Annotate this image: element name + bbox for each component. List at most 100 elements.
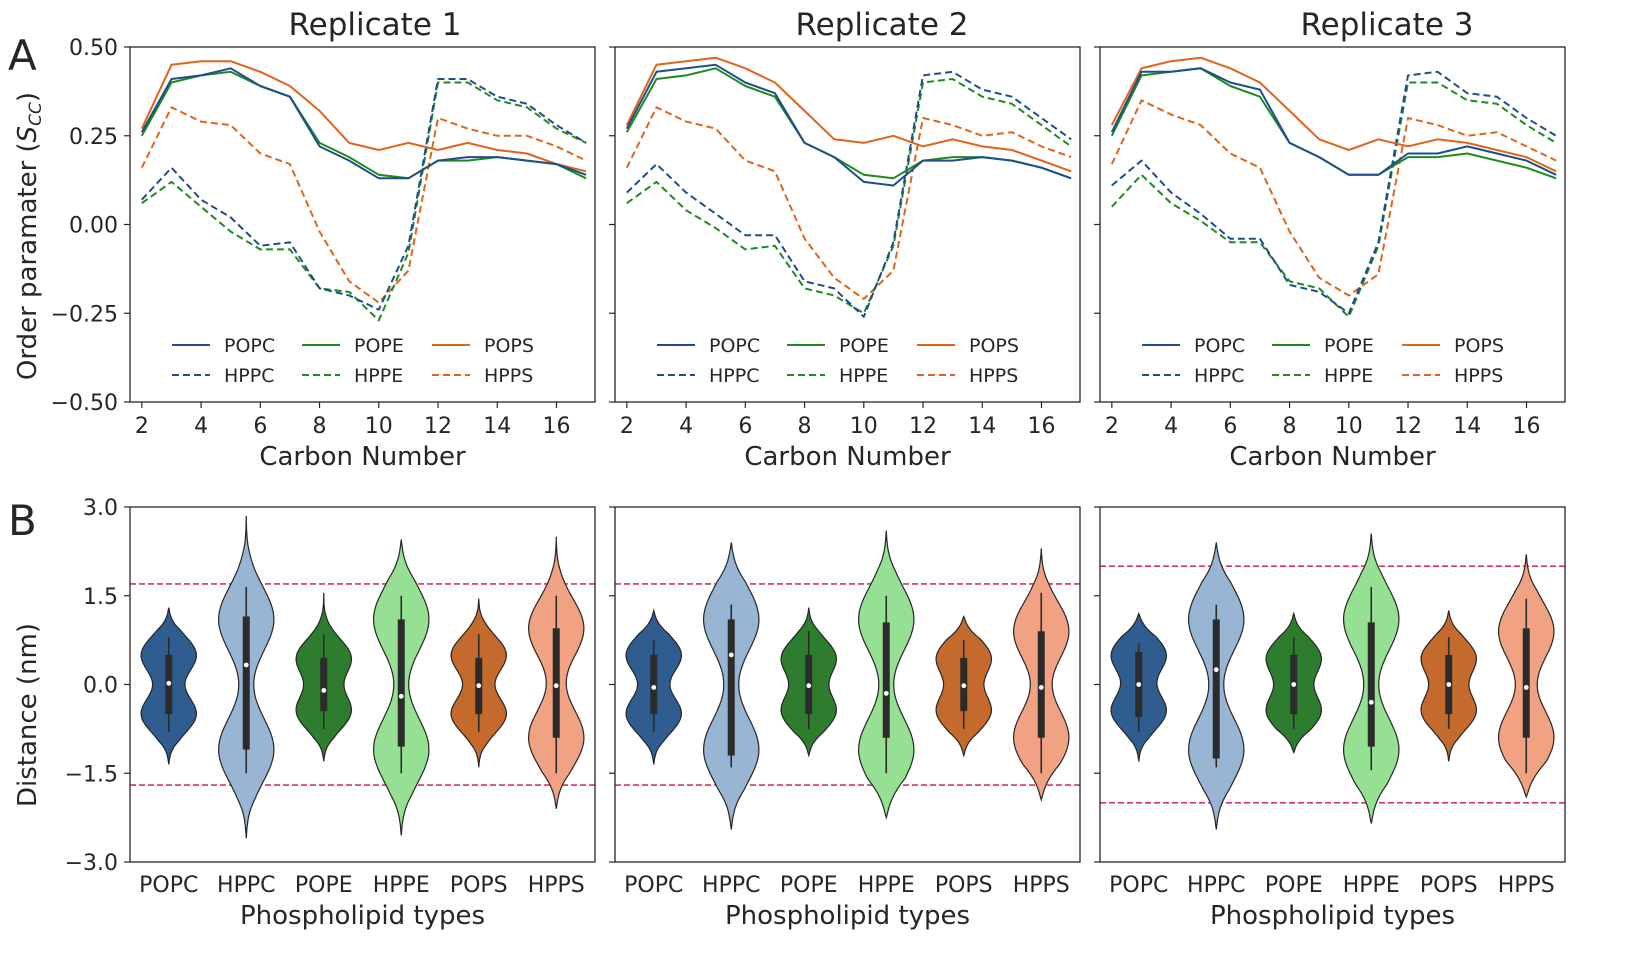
median-dot-b1-pope (321, 688, 327, 693)
xtick-label-b1-1: HPPC (217, 873, 275, 898)
series-a2-hppc (626, 70, 1072, 318)
iqr-box-b1-hpps (552, 628, 560, 738)
xtick-label-a3-4: 10 (1335, 414, 1363, 439)
legend-label-a1-pops: POPS (484, 335, 534, 357)
legend-label-a3-pope: POPE (1324, 335, 1374, 357)
series-a1-hppe (141, 81, 587, 322)
xtick-label-a1-1: 4 (194, 414, 208, 439)
median-dot-b2-hppc (728, 652, 734, 658)
xtick-label-a2-0: 2 (620, 414, 634, 439)
xtick-label-a2-2: 6 (738, 414, 752, 439)
xtick-label-a2-3: 8 (798, 414, 812, 439)
series-a2-popc (625, 63, 1072, 187)
median-dot-b3-hpps (1523, 685, 1529, 690)
legend-label-a1-hppc: HPPC (224, 365, 274, 387)
series-a2-pops (625, 56, 1072, 173)
xtick-label-a3-6: 14 (1453, 414, 1481, 439)
xlabel-b1: Phospholipid types (240, 901, 485, 931)
legend-label-a1-hppe: HPPE (354, 365, 403, 387)
title-replicate-1: Replicate 1 (289, 7, 462, 43)
ytick-label-b1-1: 1.5 (83, 585, 118, 610)
median-dot-b2-hppe (883, 690, 889, 696)
series-a3-popc (1110, 67, 1557, 176)
legend-label-a2-popc: POPC (709, 335, 760, 357)
xtick-label-b2-1: HPPC (702, 873, 760, 898)
median-dot-b3-hppc (1213, 667, 1219, 673)
xtick-label-b3-3: HPPE (1343, 873, 1400, 898)
iqr-box-b3-hppc (1212, 619, 1220, 759)
legend-label-a3-popc: POPC (1194, 335, 1245, 357)
xtick-label-b1-5: HPPS (528, 873, 585, 898)
ytick-label-a1-1: 0.25 (69, 125, 118, 150)
iqr-box-b2-hppc (727, 619, 735, 756)
median-dot-b3-hppe (1368, 699, 1374, 705)
legend-label-a2-hppe: HPPE (839, 365, 888, 387)
iqr-box-b2-hppe (882, 622, 890, 738)
iqr-box-b2-hpps (1037, 631, 1045, 738)
xtick-label-a2-1: 4 (679, 414, 693, 439)
median-dot-b1-hpps (553, 683, 559, 689)
series-a3-hppe (1111, 81, 1557, 318)
xtick-label-b3-4: POPS (1420, 873, 1478, 898)
xtick-label-a1-0: 2 (135, 414, 149, 439)
iqr-box-b3-hpps (1522, 628, 1530, 738)
frame-a3 (1099, 46, 1566, 403)
title-replicate-2: Replicate 2 (796, 7, 969, 43)
xtick-label-b1-3: HPPE (373, 873, 430, 898)
xtick-label-b2-2: POPE (780, 873, 838, 898)
ytick-label-b1-4: −3.0 (65, 851, 118, 876)
xtick-label-a1-5: 12 (424, 414, 452, 439)
ylabel-order-parameter: Order paramater (SCC) (13, 92, 46, 380)
series-a1-pope (140, 70, 587, 180)
xtick-label-b1-0: POPC (139, 873, 198, 898)
legend-label-a2-pops: POPS (969, 335, 1019, 357)
xtick-label-a2-4: 10 (850, 414, 878, 439)
panel-label-b: B (8, 496, 37, 545)
xtick-label-b2-4: POPS (935, 873, 993, 898)
series-a3-pops (1110, 56, 1557, 173)
xtick-label-a1-2: 6 (253, 414, 267, 439)
ytick-label-a1-4: −0.50 (51, 391, 118, 416)
ylabel-distance: Distance (nm) (13, 623, 43, 807)
series-a1-pops (140, 60, 587, 173)
ytick-label-b1-2: 0.0 (83, 674, 118, 699)
ytick-label-a1-2: 0.00 (69, 214, 118, 239)
legend-label-a3-hppe: HPPE (1324, 365, 1373, 387)
ytick-label-b1-3: −1.5 (65, 762, 118, 787)
xtick-label-b2-0: POPC (624, 873, 683, 898)
legend-label-a3-hpps: HPPS (1454, 365, 1503, 387)
xtick-label-a3-0: 2 (1105, 414, 1119, 439)
median-dot-b2-hpps (1038, 685, 1044, 690)
xtick-label-a3-5: 12 (1394, 414, 1422, 439)
frame-a1 (129, 46, 596, 403)
xtick-label-a3-7: 16 (1512, 414, 1540, 439)
legend-label-a2-hppc: HPPC (709, 365, 759, 387)
xtick-label-a1-4: 10 (365, 414, 393, 439)
title-replicate-3: Replicate 3 (1301, 7, 1474, 43)
iqr-box-b1-hppe (397, 619, 405, 747)
iqr-box-b1-hppc (242, 616, 250, 750)
xtick-label-b2-3: HPPE (858, 873, 915, 898)
legend-label-a1-hpps: HPPS (484, 365, 533, 387)
xtick-label-a1-7: 16 (542, 414, 570, 439)
panel-label-a: A (8, 31, 37, 80)
legend-label-a3-hppc: HPPC (1194, 365, 1244, 387)
median-dot-b1-hppe (398, 693, 404, 699)
ytick-label-a1-3: −0.25 (51, 302, 118, 327)
xtick-label-b1-4: POPS (450, 873, 508, 898)
series-a1-popc (140, 67, 587, 180)
median-dot-b3-popc (1136, 682, 1142, 687)
median-dot-b2-pope (806, 683, 812, 689)
frame-b3 (1099, 506, 1566, 863)
xtick-label-b3-1: HPPC (1187, 873, 1245, 898)
xtick-label-a2-6: 14 (968, 414, 996, 439)
ytick-label-a1-0: 0.50 (69, 36, 118, 61)
median-dot-b2-popc (651, 685, 657, 690)
iqr-box-b1-pope (320, 657, 328, 712)
series-a3-pope (1110, 67, 1557, 180)
xlabel-b2: Phospholipid types (725, 901, 970, 931)
xtick-label-a3-1: 4 (1164, 414, 1178, 439)
xtick-label-b1-2: POPE (295, 873, 353, 898)
series-a3-hppc (1111, 70, 1557, 315)
